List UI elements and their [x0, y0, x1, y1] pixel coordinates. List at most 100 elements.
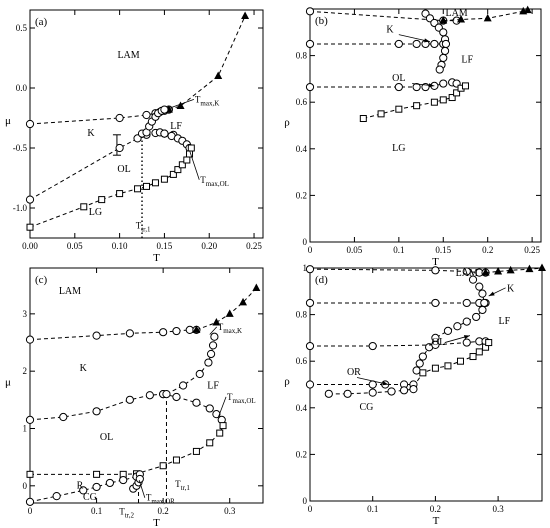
y-tick-label: 0.8 — [296, 310, 308, 320]
data-point-square — [159, 462, 167, 470]
data-point-circle — [475, 282, 484, 291]
y-axis-title: ρ — [284, 376, 290, 388]
data-point-triangle — [225, 309, 234, 317]
data-point-circle — [305, 82, 315, 92]
data-point-square — [80, 203, 88, 211]
x-tick-label: 0.1 — [367, 504, 378, 514]
region-label-lam: LAM — [117, 50, 139, 61]
data-point-square — [485, 339, 493, 347]
data-point-triangle — [494, 266, 503, 275]
data-point-circle — [52, 492, 61, 501]
data-point-circle — [394, 82, 403, 92]
annotation-arrowhead — [463, 335, 470, 340]
data-point-triangle — [481, 268, 490, 276]
data-point-circle — [172, 326, 181, 336]
y-tick-label: -1.0 — [13, 203, 28, 213]
data-point-circle — [412, 82, 421, 92]
x-axis-title: T — [433, 515, 440, 527]
annotation-label: Tmax,OL — [227, 392, 256, 405]
data-point-circle — [25, 335, 35, 344]
x-axis-title: T — [153, 252, 160, 264]
data-point-circle — [160, 129, 169, 138]
x-tick-label: 0.25 — [246, 241, 262, 251]
data-point-square — [151, 179, 159, 187]
data-point-square — [26, 470, 34, 478]
data-point-circle — [125, 329, 134, 338]
data-point-circle — [431, 340, 440, 349]
data-point-square — [93, 470, 101, 478]
y-tick-label: 0 — [303, 496, 308, 506]
region-label-lg: LG — [89, 207, 102, 218]
data-point-square — [169, 170, 177, 178]
data-point-circle — [431, 266, 440, 275]
data-point-circle — [92, 331, 101, 340]
panel-4: 0 0.1 0.2 0.3 0 0.2 0.4 0.6 0.8 1 Tρ (d) LAM K LF OL OR C… — [284, 263, 546, 527]
data-point-circle — [162, 389, 171, 399]
data-point-circle — [443, 326, 453, 336]
series-line — [29, 147, 192, 228]
panel-tag: (a) — [35, 16, 48, 28]
annotation-arrowhead — [428, 83, 435, 88]
data-point-circle — [210, 332, 219, 341]
data-point-triangle — [538, 263, 546, 271]
data-point-circle — [409, 385, 418, 394]
data-point-square — [439, 96, 447, 104]
region-label-lf: LF — [207, 380, 219, 391]
data-point-circle — [305, 341, 315, 351]
data-point-circle — [142, 110, 151, 120]
y-tick-label: 0.6 — [296, 356, 308, 366]
annotation-label: Ttr,2 — [119, 506, 134, 519]
data-point-circle — [431, 298, 440, 308]
data-point-triangle — [506, 265, 515, 274]
data-point-circle — [205, 404, 214, 413]
data-point-circle — [204, 358, 213, 367]
region-label-cg: CG — [83, 492, 97, 503]
data-point-square — [219, 422, 227, 430]
x-tick-label: 0.20 — [201, 241, 217, 251]
data-point-circle — [305, 265, 315, 274]
data-point-circle — [185, 325, 194, 335]
region-label-ol: OL — [117, 164, 130, 175]
y-tick-label: 1 — [23, 423, 28, 433]
data-point-triangle — [523, 5, 532, 14]
x-tick-label: 0.15 — [435, 245, 451, 255]
region-label-cg: CG — [359, 402, 373, 413]
region-label-ol: OL — [100, 432, 113, 443]
data-point-square — [461, 82, 469, 90]
data-point-square — [448, 94, 456, 102]
data-point-square — [178, 161, 186, 169]
x-tick-label: 0.1 — [393, 245, 404, 255]
x-tick-label: 0.2 — [158, 506, 169, 516]
region-label-r: R — [77, 481, 84, 492]
data-point-circle — [441, 39, 451, 49]
plot-frame — [309, 8, 542, 243]
data-point-square — [359, 115, 367, 123]
data-point-square — [431, 364, 439, 372]
data-point-square — [183, 156, 191, 164]
region-label-lg: LG — [392, 143, 405, 154]
x-axis-title: T — [153, 517, 160, 528]
data-point-circle — [324, 389, 333, 398]
region-label-lf: LF — [499, 316, 511, 327]
region-label-k: K — [80, 363, 88, 374]
data-point-triangle — [239, 297, 248, 306]
data-point-square — [98, 196, 106, 204]
y-tick-label: 0.0 — [16, 83, 28, 93]
x-tick-label: 0 — [308, 245, 313, 255]
data-point-circle — [418, 352, 427, 361]
annotation-arrowhead — [423, 38, 430, 43]
region-label-lam: LAM — [456, 268, 478, 279]
data-point-circle — [25, 119, 35, 129]
data-point-circle — [435, 65, 444, 74]
panel-tag: (c) — [35, 274, 48, 286]
data-point-triangle — [192, 325, 201, 333]
panel-tag: (b) — [315, 15, 328, 27]
annotation-arrowhead — [382, 381, 389, 386]
region-label-k: K — [87, 128, 95, 139]
data-point-circle — [172, 392, 181, 402]
y-axis-title: μ — [5, 115, 11, 127]
data-point-circle — [480, 298, 489, 308]
data-point-circle — [305, 7, 315, 16]
data-point-square — [192, 447, 200, 455]
data-point-circle — [192, 398, 201, 407]
